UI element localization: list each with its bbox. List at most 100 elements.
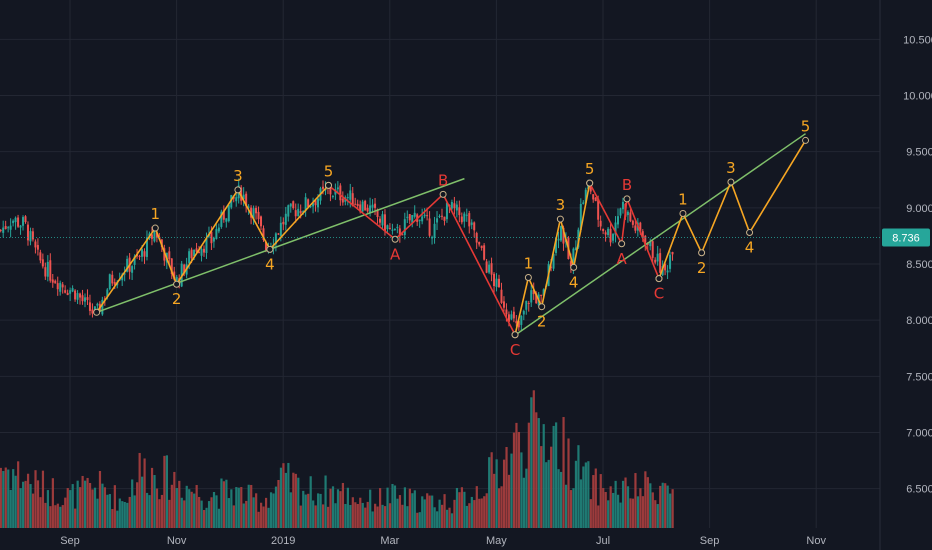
candle-body bbox=[202, 248, 205, 253]
candle-body bbox=[153, 231, 156, 242]
candle-body bbox=[445, 202, 448, 220]
volume-bar bbox=[621, 480, 625, 528]
volume-bar bbox=[535, 412, 538, 528]
volume-bar bbox=[428, 495, 431, 528]
wave-label: 1 bbox=[151, 205, 161, 223]
candle-body bbox=[64, 290, 67, 293]
volume-bar bbox=[4, 467, 7, 528]
candle-body bbox=[257, 211, 260, 220]
candle-body bbox=[123, 273, 126, 275]
wave-point[interactable] bbox=[538, 303, 546, 311]
wave-point[interactable] bbox=[623, 195, 631, 203]
candle-body bbox=[522, 311, 525, 315]
wave-point[interactable] bbox=[439, 190, 447, 198]
volume-bar bbox=[9, 489, 12, 528]
wave-point[interactable] bbox=[511, 331, 519, 339]
wave-point[interactable] bbox=[234, 186, 242, 194]
volume-bar bbox=[91, 489, 94, 528]
volume-bar bbox=[393, 485, 397, 528]
volume-bar bbox=[173, 471, 176, 528]
volume-bar bbox=[656, 504, 659, 528]
wave-point[interactable] bbox=[802, 136, 810, 144]
wave-path[interactable] bbox=[588, 182, 660, 279]
candle-body bbox=[381, 214, 384, 226]
volume-bar bbox=[438, 499, 441, 528]
volume-bar bbox=[654, 500, 657, 528]
time-axis[interactable]: Sep Nov 2019 Mar May Jul Sep Nov bbox=[60, 535, 826, 547]
candle-body bbox=[418, 219, 421, 221]
candle-body bbox=[517, 321, 520, 328]
wave-point[interactable] bbox=[698, 249, 706, 257]
candle-body bbox=[279, 222, 282, 236]
wave-path[interactable] bbox=[514, 182, 591, 335]
volume-bar bbox=[108, 494, 111, 528]
candle-body bbox=[379, 218, 382, 223]
volume-bar bbox=[515, 422, 518, 528]
candle-body bbox=[12, 220, 15, 224]
volume-bar bbox=[495, 459, 498, 528]
trendline[interactable] bbox=[96, 177, 465, 314]
wave-point[interactable] bbox=[746, 229, 754, 237]
candle-body bbox=[386, 225, 389, 230]
candle-body bbox=[36, 245, 39, 250]
candle-body bbox=[2, 227, 5, 233]
wave-point[interactable] bbox=[679, 209, 687, 217]
wave-point[interactable] bbox=[151, 224, 159, 232]
trendlines[interactable] bbox=[96, 133, 806, 338]
candle-body bbox=[133, 256, 136, 265]
volume-bar bbox=[562, 417, 565, 528]
candle-body bbox=[22, 217, 25, 226]
candle-body bbox=[0, 229, 2, 231]
candle-body bbox=[388, 227, 391, 229]
wave-point[interactable] bbox=[570, 263, 578, 271]
volume-bar bbox=[619, 502, 622, 528]
trendline[interactable] bbox=[511, 133, 806, 338]
wave-path[interactable] bbox=[328, 184, 516, 336]
candle-body bbox=[88, 302, 91, 311]
candle-body bbox=[505, 309, 508, 315]
candle-body bbox=[646, 243, 649, 245]
candle-body bbox=[329, 187, 332, 195]
candle-body bbox=[302, 211, 305, 213]
wave-label: 3 bbox=[233, 167, 243, 185]
wave-point[interactable] bbox=[586, 179, 594, 187]
wave-point[interactable] bbox=[727, 178, 735, 186]
candle-body bbox=[307, 199, 310, 207]
projected-wave-path[interactable] bbox=[658, 140, 807, 279]
price-tick-label: 7.500 bbox=[906, 371, 932, 383]
candle-body bbox=[602, 228, 605, 232]
volume-bar bbox=[237, 487, 240, 528]
candle-body bbox=[260, 216, 263, 227]
volume-bar bbox=[17, 461, 20, 528]
candle-body bbox=[312, 202, 315, 207]
candle-body bbox=[24, 216, 27, 223]
candle-body bbox=[609, 228, 612, 243]
candle-body bbox=[143, 251, 146, 257]
wave-point[interactable] bbox=[524, 273, 532, 281]
time-tick-label: Mar bbox=[380, 535, 399, 547]
volume-bar bbox=[624, 477, 627, 528]
candle-body bbox=[262, 228, 265, 240]
volume-bar bbox=[31, 493, 35, 528]
wave-point[interactable] bbox=[655, 275, 663, 283]
volume-bar bbox=[361, 502, 364, 528]
wave-point[interactable] bbox=[325, 181, 333, 189]
candle-body bbox=[621, 201, 624, 210]
candle-body bbox=[96, 303, 99, 306]
candle-body bbox=[619, 208, 622, 216]
volume-bar bbox=[44, 502, 47, 528]
wave-point[interactable] bbox=[556, 215, 564, 223]
wave-point[interactable] bbox=[173, 280, 181, 288]
elliott-waves[interactable] bbox=[93, 136, 810, 339]
volume-bar bbox=[255, 493, 258, 528]
volume-bar bbox=[374, 503, 377, 528]
candle-body bbox=[433, 223, 436, 238]
candle-body bbox=[71, 288, 74, 292]
wave-point[interactable] bbox=[93, 308, 101, 316]
volume-bar bbox=[121, 501, 124, 528]
wave-point[interactable] bbox=[618, 240, 626, 248]
wave-point[interactable] bbox=[266, 245, 274, 253]
candle-body bbox=[361, 201, 364, 212]
price-axis[interactable]: 6.500 7.000 7.500 8.000 8.500 9.000 9.500 10.00… bbox=[903, 34, 932, 495]
